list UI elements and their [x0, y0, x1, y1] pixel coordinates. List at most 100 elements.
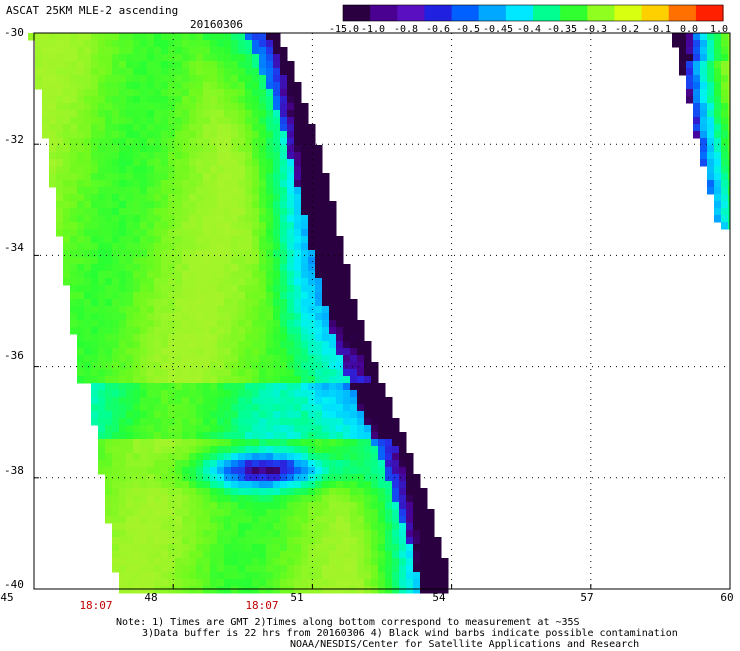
- swath-cell: [70, 236, 78, 244]
- swath-cell: [385, 460, 393, 468]
- swath-cell: [420, 509, 428, 517]
- swath-cell: [686, 82, 694, 90]
- swath-cell: [112, 131, 120, 139]
- swath-cell: [91, 278, 99, 286]
- swath-cell: [329, 376, 337, 384]
- swath-cell: [154, 271, 162, 279]
- swath-cell: [196, 222, 204, 230]
- swath-cell: [119, 369, 127, 377]
- swath-cell: [420, 495, 428, 503]
- swath-cell: [392, 551, 400, 559]
- swath-cell: [91, 236, 99, 244]
- swath-cell: [308, 516, 316, 524]
- swath-cell: [392, 565, 400, 573]
- swath-cell: [301, 138, 309, 146]
- colorbar-swatch: [587, 5, 615, 21]
- swath-cell: [406, 551, 414, 559]
- swath-cell: [77, 369, 85, 377]
- swath-cell: [154, 523, 162, 531]
- swath-cell: [238, 425, 246, 433]
- swath-cell: [301, 544, 309, 552]
- swath-cell: [231, 579, 239, 587]
- swath-cell: [259, 166, 267, 174]
- swath-cell: [217, 152, 225, 160]
- swath-cell: [231, 467, 239, 475]
- swath-cell: [280, 47, 288, 55]
- swath-cell: [175, 306, 183, 314]
- swath-cell: [168, 320, 176, 328]
- swath-cell: [287, 404, 295, 412]
- colorbar: [342, 4, 724, 22]
- swath-cell: [406, 474, 414, 482]
- swath-cell: [294, 110, 302, 118]
- swath-cell: [98, 201, 106, 209]
- swath-cell: [210, 201, 218, 209]
- swath-cell: [182, 313, 190, 321]
- swath-cell: [287, 355, 295, 363]
- swath-cell: [238, 82, 246, 90]
- swath-cell: [322, 397, 330, 405]
- swath-cell: [315, 145, 323, 153]
- swath-cell: [168, 418, 176, 426]
- swath-cell: [56, 103, 64, 111]
- swath-cell: [210, 159, 218, 167]
- swath-cell: [315, 404, 323, 412]
- swath-cell: [364, 390, 372, 398]
- swath-cell: [196, 271, 204, 279]
- swath-cell: [231, 117, 239, 125]
- swath-cell: [357, 551, 365, 559]
- swath-cell: [364, 348, 372, 356]
- swath-cell: [133, 278, 141, 286]
- swath-cell: [329, 271, 337, 279]
- swath-cell: [91, 54, 99, 62]
- swath-cell: [217, 173, 225, 181]
- swath-cell: [357, 432, 365, 440]
- swath-cell: [329, 327, 337, 335]
- swath-cell: [287, 425, 295, 433]
- swath-cell: [273, 264, 281, 272]
- swath-cell: [301, 481, 309, 489]
- swath-cell: [140, 152, 148, 160]
- swath-cell: [161, 180, 169, 188]
- swath-cell: [196, 47, 204, 55]
- swath-cell: [91, 33, 99, 41]
- swath-cell: [252, 474, 260, 482]
- swath-cell: [91, 348, 99, 356]
- swath-cell: [224, 96, 232, 104]
- swath-cell: [196, 229, 204, 237]
- swath-cell: [280, 579, 288, 587]
- swath-cell: [266, 495, 274, 503]
- swath-cell: [147, 187, 155, 195]
- swath-cell: [245, 481, 253, 489]
- swath-cell: [105, 271, 113, 279]
- swath-cell: [259, 208, 267, 216]
- swath-cell: [119, 460, 127, 468]
- swath-cell: [63, 82, 71, 90]
- swath-cell: [238, 362, 246, 370]
- swath-cell: [119, 474, 127, 482]
- swath-cell: [259, 180, 267, 188]
- swath-cell: [119, 201, 127, 209]
- swath-cell: [91, 138, 99, 146]
- swath-cell: [63, 257, 71, 265]
- swath-cell: [371, 397, 379, 405]
- swath-cell: [119, 341, 127, 349]
- swath-cell: [189, 481, 197, 489]
- colorbar-swatch: [424, 5, 453, 21]
- swath-cell: [280, 467, 288, 475]
- swath-cell: [280, 271, 288, 279]
- swath-cell: [329, 418, 337, 426]
- swath-cell: [294, 166, 302, 174]
- swath-cell: [259, 96, 267, 104]
- swath-cell: [189, 369, 197, 377]
- swath-cell: [210, 208, 218, 216]
- swath-cell: [210, 432, 218, 440]
- swath-cell: [175, 530, 183, 538]
- swath-cell: [252, 348, 260, 356]
- swath-cell: [322, 411, 330, 419]
- swath-cell: [413, 572, 421, 580]
- swath-cell: [196, 474, 204, 482]
- swath-cell: [238, 467, 246, 475]
- swath-cell: [175, 572, 183, 580]
